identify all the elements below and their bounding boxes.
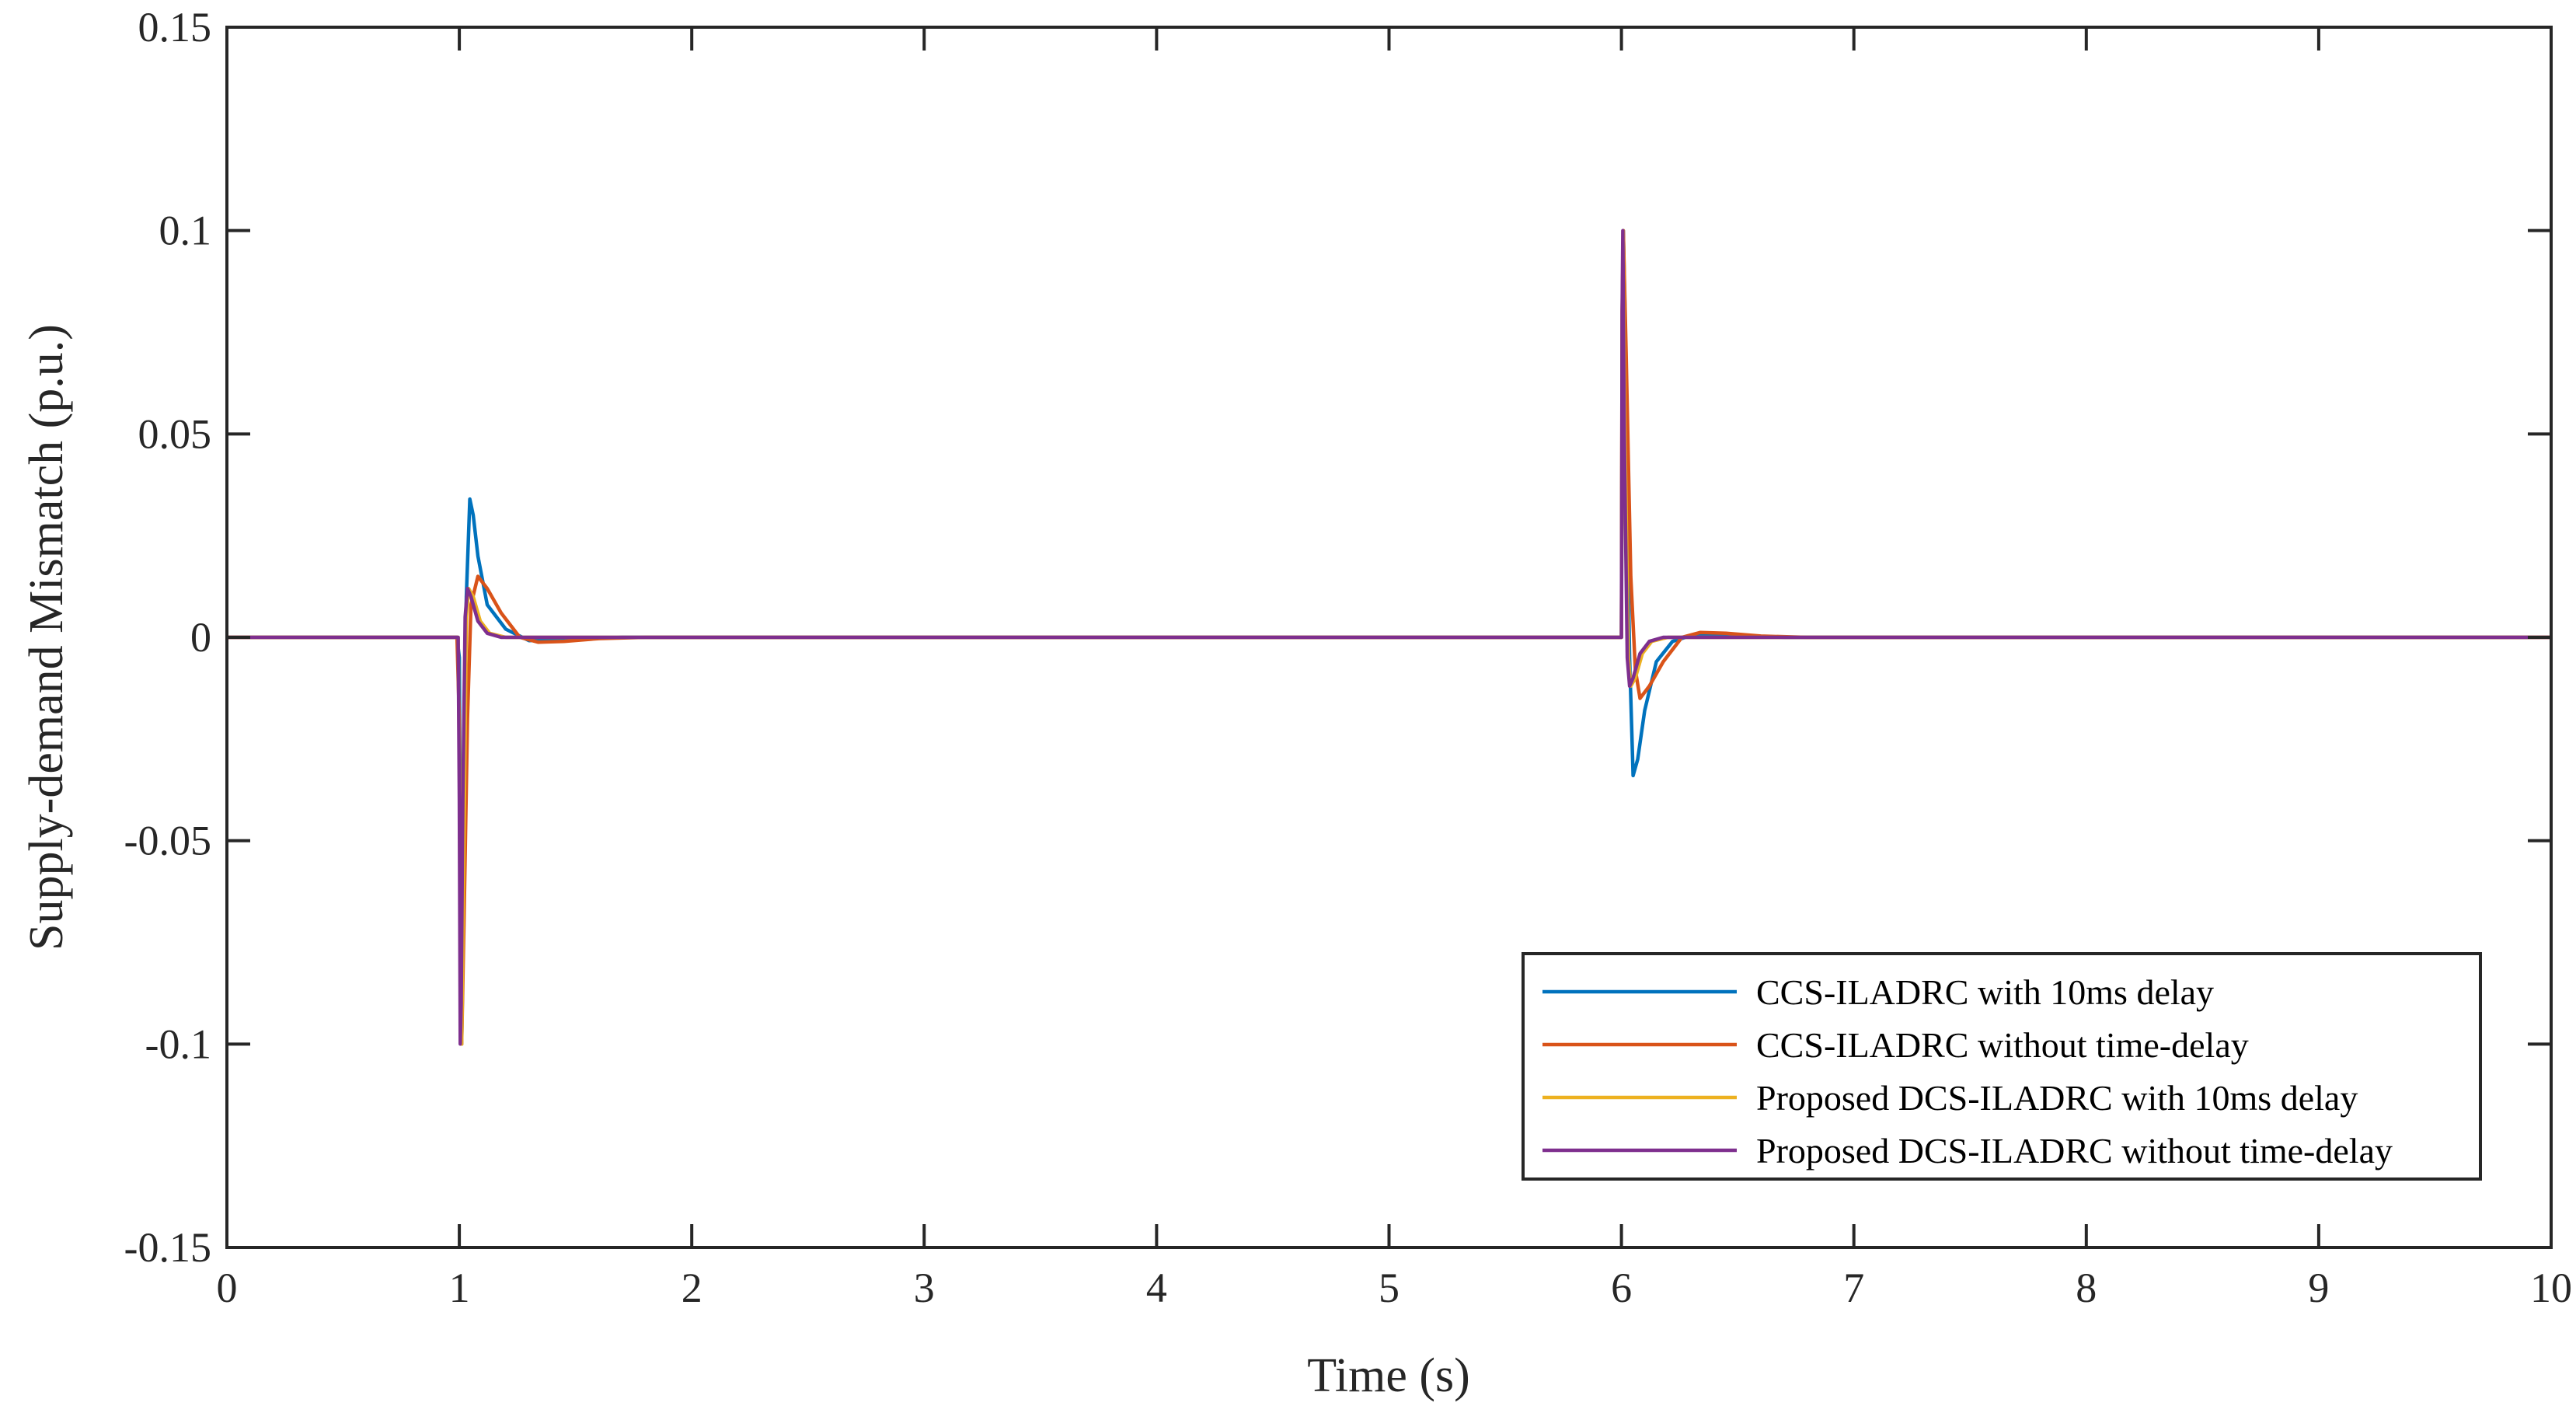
x-tick-label: 2 bbox=[681, 1265, 702, 1311]
x-tick-label: 3 bbox=[914, 1265, 935, 1311]
legend-label-3: Proposed DCS-ILADRC with 10ms delay bbox=[1756, 1078, 2358, 1118]
y-tick-label: 0 bbox=[190, 614, 211, 661]
y-tick-label: -0.1 bbox=[145, 1020, 211, 1067]
x-tick-label: 0 bbox=[217, 1265, 238, 1311]
x-tick-label: 5 bbox=[1379, 1265, 1400, 1311]
x-tick-label: 1 bbox=[449, 1265, 470, 1311]
ticks-group bbox=[225, 26, 2553, 1249]
legend-label-1: CCS-ILADRC with 10ms delay bbox=[1756, 972, 2214, 1012]
x-tick-label: 10 bbox=[2530, 1265, 2572, 1311]
y-tick-label: -0.05 bbox=[124, 818, 211, 864]
y-tick-label: -0.15 bbox=[124, 1224, 211, 1271]
series-group bbox=[227, 229, 2551, 1046]
y-axis-label: Supply-demand Mismatch (p.u.) bbox=[20, 324, 73, 951]
x-tick-label: 7 bbox=[1843, 1265, 1864, 1311]
legend-label-4: Proposed DCS-ILADRC without time-delay bbox=[1756, 1131, 2393, 1171]
tick-labels: 0 1 2 3 4 5 6 7 8 9 10 0.15 0.1 0.05 0 -0.05 -0.1 -0.15 bbox=[124, 4, 2572, 1311]
legend: CCS-ILADRC with 10ms delay CCS-ILADRC wit… bbox=[1522, 952, 2482, 1181]
plot-area bbox=[225, 26, 2553, 1249]
x-tick-label: 9 bbox=[2308, 1265, 2329, 1311]
x-tick-label: 4 bbox=[1146, 1265, 1167, 1311]
legend-items: CCS-ILADRC with 10ms delay CCS-ILADRC wit… bbox=[1542, 972, 2393, 1171]
series-line-4 bbox=[227, 229, 2551, 1046]
y-tick-label: 0.1 bbox=[159, 208, 212, 254]
legend-label-2: CCS-ILADRC without time-delay bbox=[1756, 1025, 2249, 1065]
x-axis-label: Time (s) bbox=[1307, 1349, 1470, 1402]
x-tick-label: 6 bbox=[1611, 1265, 1632, 1311]
y-tick-label: 0.05 bbox=[138, 410, 212, 457]
x-tick-label: 8 bbox=[2076, 1265, 2097, 1311]
y-tick-label: 0.15 bbox=[138, 4, 212, 51]
